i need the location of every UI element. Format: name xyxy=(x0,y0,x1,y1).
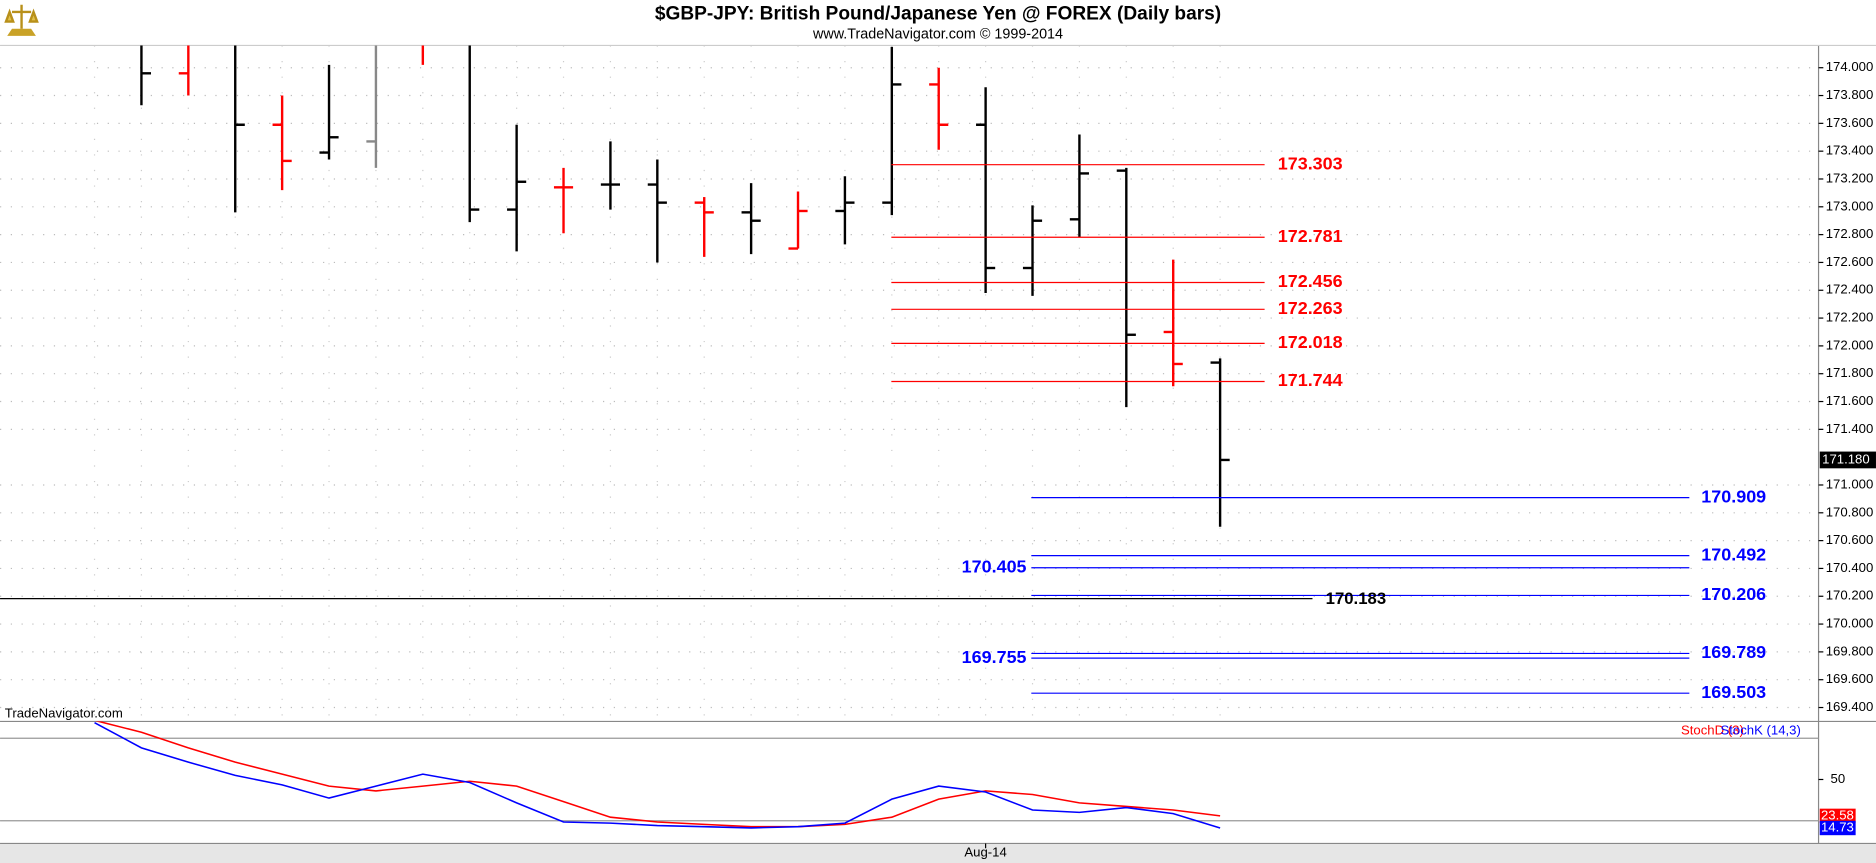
y-tick-label: 50 xyxy=(1831,771,1846,786)
level-label: 169.503 xyxy=(1701,682,1766,702)
title: $GBP-JPY: British Pound/Japanese Yen @ F… xyxy=(655,3,1221,24)
y-tick-label: 174.000 xyxy=(1826,59,1874,74)
watermark: TradeNavigator.com xyxy=(5,706,123,721)
legend-entry: StochD (3) xyxy=(1681,722,1744,737)
y-tick-label: 172.400 xyxy=(1826,282,1874,297)
last-price-box xyxy=(1819,451,1876,469)
value-label: 14.73 xyxy=(1821,819,1854,834)
y-tick-label: 170.600 xyxy=(1826,532,1874,547)
stoch-line xyxy=(95,721,1221,828)
y-axis-band xyxy=(1818,45,1876,844)
y-tick-label: 171.800 xyxy=(1826,365,1874,380)
y-tick-label: 173.400 xyxy=(1826,143,1874,158)
value-label-box xyxy=(1819,808,1856,824)
y-tick-label: 170.000 xyxy=(1826,616,1874,631)
level-label: 169.789 xyxy=(1701,642,1766,662)
y-tick-label: 170.200 xyxy=(1826,588,1874,603)
value-label-box xyxy=(1819,820,1856,836)
y-tick-label: 169.600 xyxy=(1826,671,1874,686)
price-panel xyxy=(0,45,1819,722)
y-tick-label: 172.000 xyxy=(1826,337,1874,352)
stoch-line xyxy=(94,721,1221,829)
level-label: 170.183 xyxy=(1326,589,1387,608)
level-label: 172.018 xyxy=(1278,332,1343,352)
level-label: 170.405 xyxy=(962,556,1027,576)
y-tick-label: 172.200 xyxy=(1826,310,1874,325)
y-tick-label: 170.800 xyxy=(1826,504,1874,519)
y-tick-label: 171.000 xyxy=(1826,476,1874,491)
legend-entry: StochK (14,3) xyxy=(1720,722,1800,737)
level-label: 172.263 xyxy=(1278,298,1343,318)
level-label: 169.755 xyxy=(962,647,1027,667)
y-tick-label: 172.600 xyxy=(1826,254,1874,269)
level-label: 172.781 xyxy=(1278,226,1343,246)
y-tick-label: 169.800 xyxy=(1826,643,1874,658)
y-tick-label: 173.200 xyxy=(1826,170,1874,185)
axes: 174.000 173.800 173.600 173.400 173.200 173.0… xyxy=(964,59,1876,860)
level-label: 170.909 xyxy=(1701,486,1766,506)
y-tick-label: 172.800 xyxy=(1826,226,1874,241)
subtitle: www.TradeNavigator.com © 1999-2014 xyxy=(812,26,1063,42)
stoch-panel xyxy=(0,721,1819,829)
y-tick-label: 173.800 xyxy=(1826,87,1874,102)
y-tick-label: 170.400 xyxy=(1826,560,1874,575)
level-label: 172.456 xyxy=(1278,271,1343,291)
level-label: 171.744 xyxy=(1278,370,1343,390)
y-tick-label: 171.400 xyxy=(1826,421,1874,436)
x-axis-band xyxy=(0,843,1876,863)
logo xyxy=(4,4,39,36)
y-tick-label: 169.400 xyxy=(1826,699,1874,714)
y-tick-label: 173.600 xyxy=(1826,115,1874,130)
x-tick-label: Aug-14 xyxy=(964,845,1006,860)
value-label: 23.58 xyxy=(1821,807,1854,822)
y-tick-label: 171.600 xyxy=(1826,393,1874,408)
level-label: 173.303 xyxy=(1278,153,1343,173)
level-label: 170.492 xyxy=(1701,544,1766,564)
y-tick-label: 173.000 xyxy=(1826,198,1874,213)
level-label: 170.206 xyxy=(1701,584,1766,604)
last-price-label: 171.180 xyxy=(1822,451,1870,466)
